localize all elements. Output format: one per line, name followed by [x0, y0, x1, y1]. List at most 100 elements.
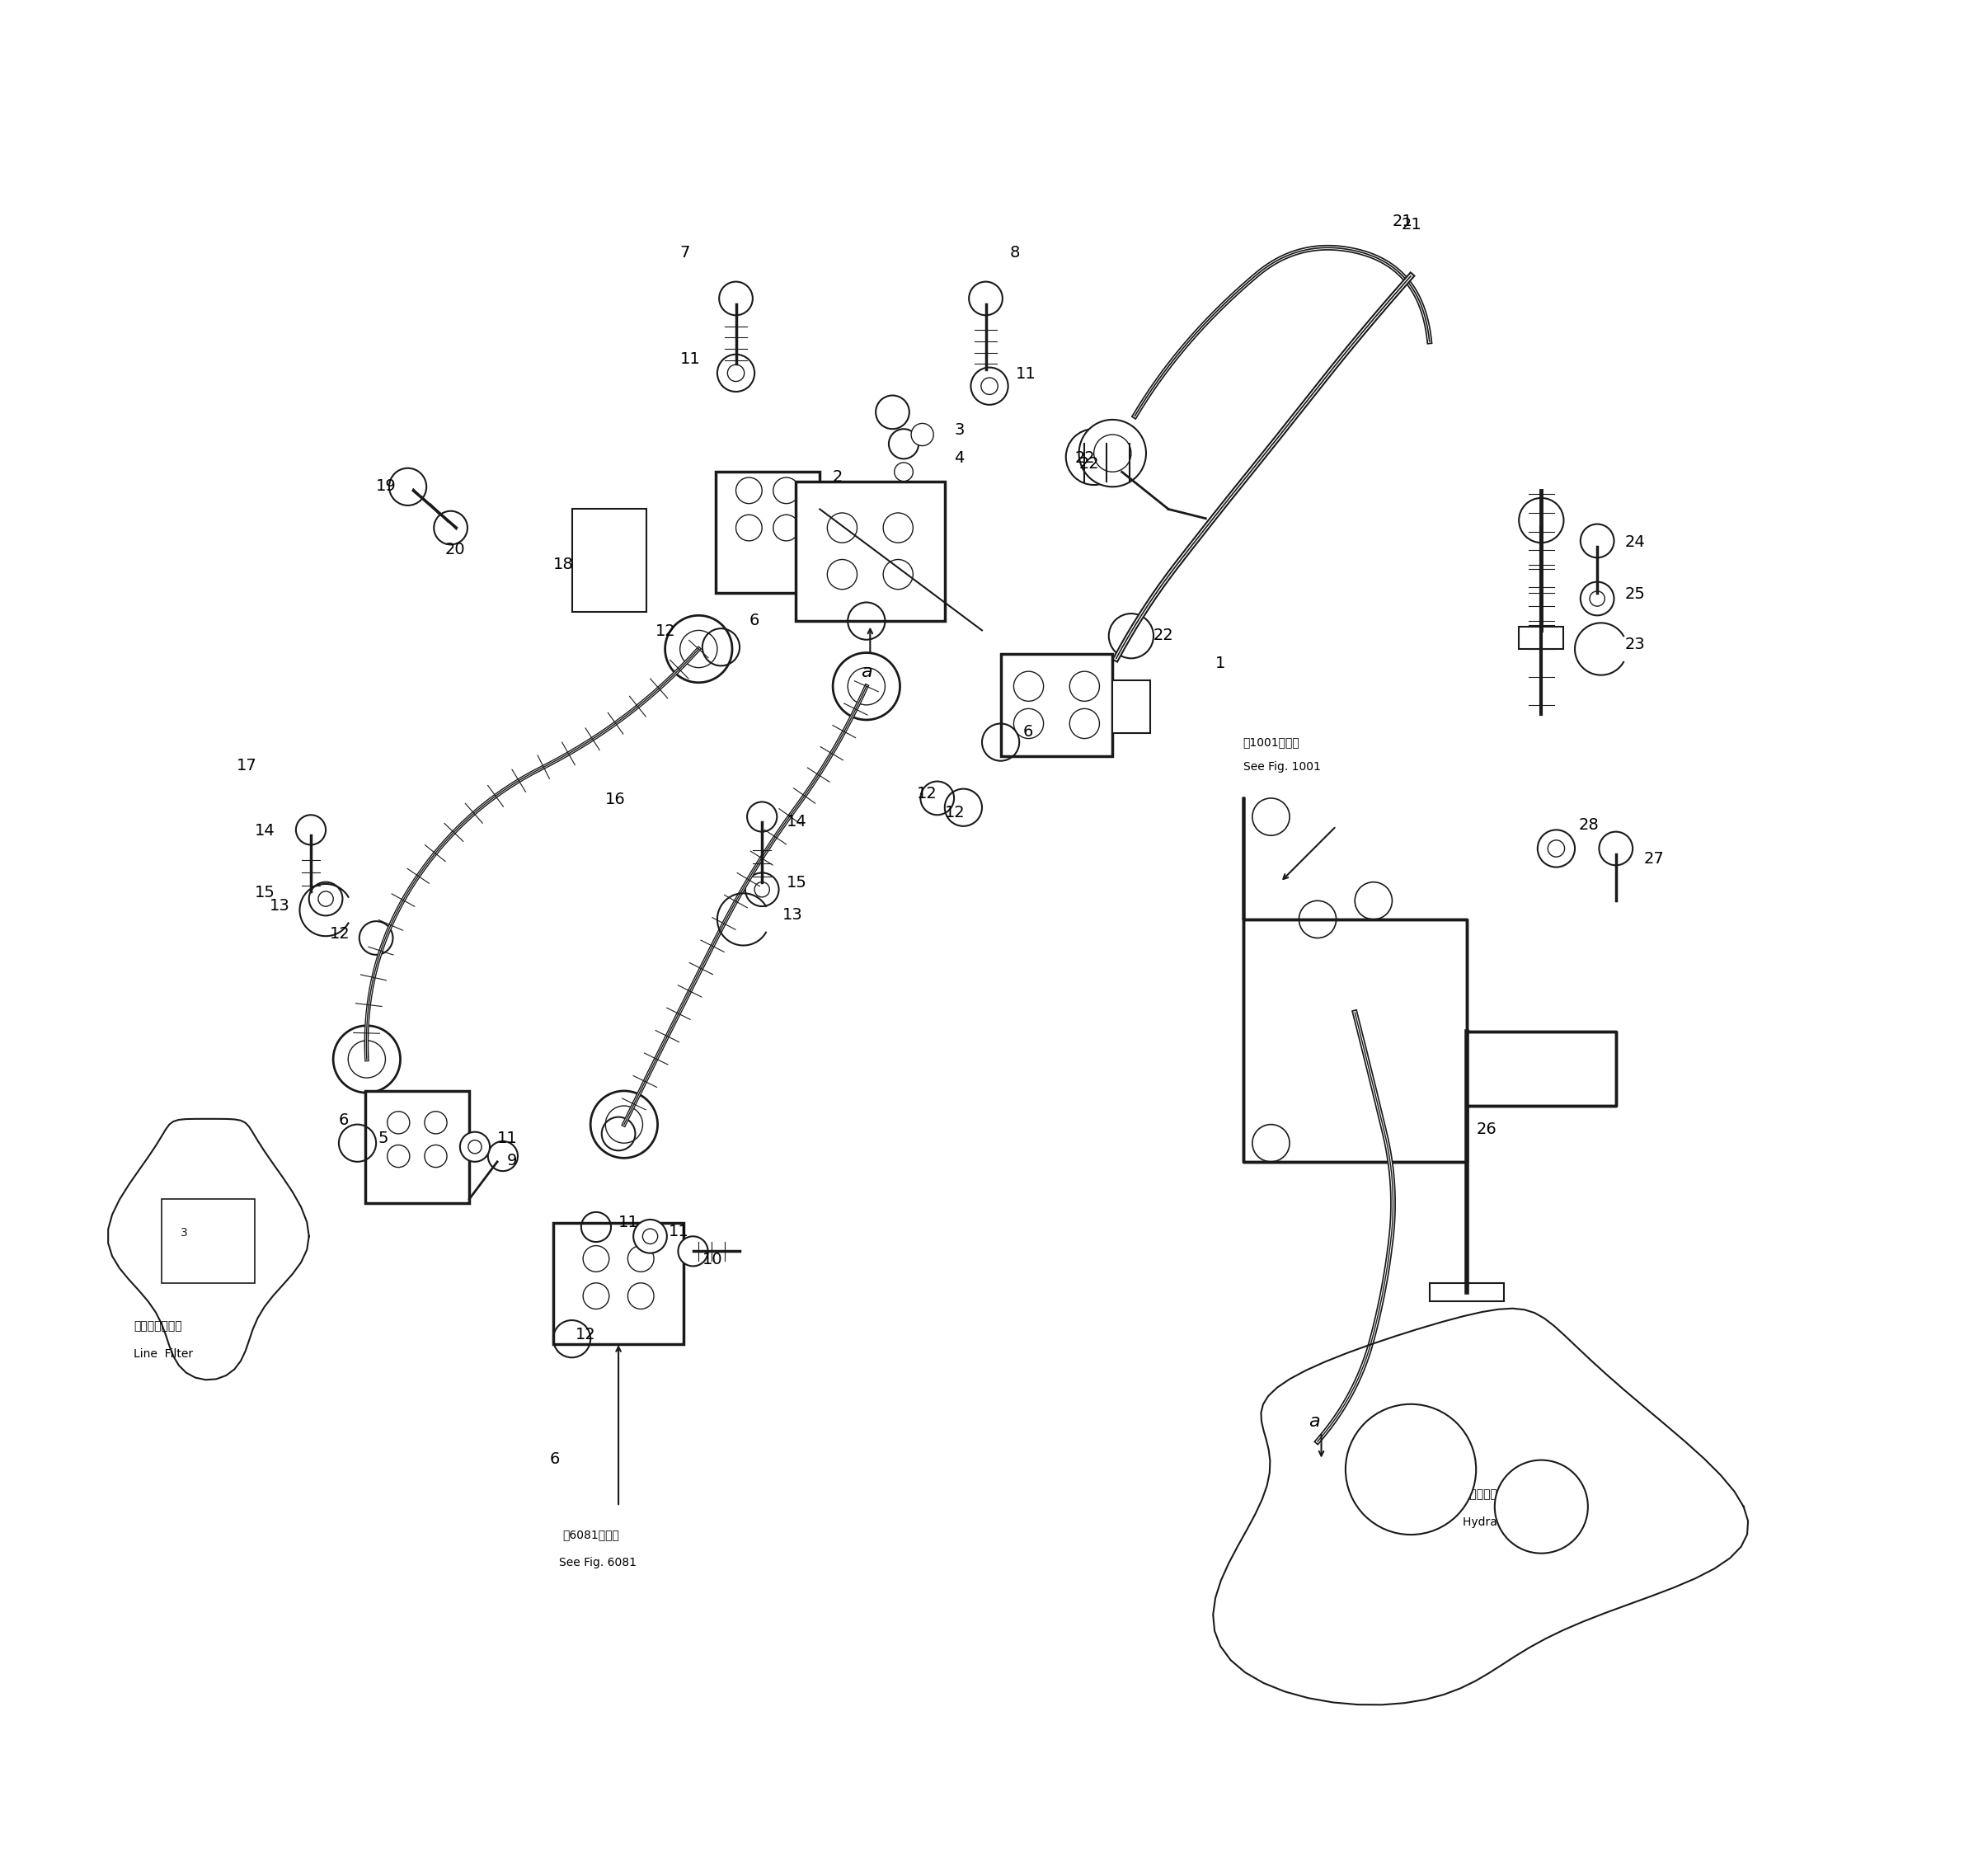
Text: 14: 14: [255, 824, 275, 839]
Circle shape: [754, 882, 770, 897]
Circle shape: [1518, 497, 1563, 542]
Circle shape: [678, 1236, 707, 1266]
Text: 12: 12: [656, 623, 676, 640]
Circle shape: [467, 1141, 481, 1154]
Circle shape: [605, 1105, 642, 1142]
Text: 3: 3: [955, 422, 964, 437]
Text: 13: 13: [269, 897, 291, 914]
Text: ハイドロリックポンプ: ハイドロリックポンプ: [1463, 1488, 1532, 1499]
Text: 22: 22: [1074, 450, 1096, 465]
Text: 6: 6: [550, 1452, 560, 1467]
Circle shape: [642, 1229, 658, 1244]
Text: 21: 21: [1392, 214, 1412, 229]
Circle shape: [318, 891, 334, 906]
Bar: [1112, 681, 1149, 734]
Text: 6: 6: [748, 612, 760, 628]
Text: 20: 20: [446, 542, 465, 557]
Bar: [161, 1199, 255, 1283]
Circle shape: [1110, 613, 1153, 658]
Circle shape: [968, 281, 1002, 315]
Text: 6: 6: [1023, 724, 1033, 739]
Circle shape: [1581, 523, 1614, 557]
Circle shape: [1581, 582, 1614, 615]
Circle shape: [911, 424, 933, 446]
Text: 10: 10: [703, 1251, 723, 1268]
Polygon shape: [1214, 1308, 1748, 1705]
Circle shape: [833, 653, 900, 720]
Text: 22: 22: [1153, 627, 1174, 643]
Polygon shape: [108, 1118, 308, 1381]
Text: 13: 13: [782, 906, 803, 923]
Circle shape: [746, 801, 778, 831]
Text: 2: 2: [833, 469, 843, 484]
Text: Line  Filter: Line Filter: [134, 1349, 192, 1360]
Circle shape: [970, 368, 1008, 405]
Text: 12: 12: [945, 805, 964, 820]
Bar: [554, 1223, 683, 1345]
Circle shape: [1589, 591, 1605, 606]
Text: 21: 21: [1402, 218, 1422, 233]
Text: 5: 5: [377, 1131, 389, 1146]
Circle shape: [717, 355, 754, 392]
Polygon shape: [1243, 797, 1616, 1161]
Circle shape: [297, 814, 326, 844]
Circle shape: [632, 1219, 668, 1253]
Circle shape: [334, 1026, 401, 1092]
Text: 17: 17: [236, 758, 257, 773]
Text: 11: 11: [497, 1131, 518, 1146]
Text: 11: 11: [1015, 366, 1035, 383]
Circle shape: [744, 872, 780, 906]
Circle shape: [727, 364, 744, 381]
Circle shape: [1345, 1403, 1477, 1535]
Circle shape: [1599, 831, 1632, 865]
Text: 11: 11: [680, 351, 701, 368]
Circle shape: [487, 1141, 518, 1171]
Circle shape: [848, 668, 886, 705]
Bar: [572, 508, 646, 612]
Text: 1: 1: [1216, 655, 1226, 672]
Bar: [365, 1090, 469, 1203]
Text: 7: 7: [680, 246, 689, 261]
Text: 11: 11: [619, 1214, 638, 1231]
Circle shape: [1253, 1124, 1290, 1161]
Text: 12: 12: [917, 786, 937, 801]
Text: 第1001図参照: 第1001図参照: [1243, 737, 1300, 749]
Bar: [1430, 1283, 1504, 1302]
Text: 14: 14: [786, 814, 807, 829]
Circle shape: [1013, 709, 1043, 739]
Text: 25: 25: [1624, 587, 1646, 602]
Text: ラインフィルタ: ラインフィルタ: [134, 1321, 183, 1332]
Text: a: a: [860, 664, 872, 681]
Text: 6: 6: [340, 1112, 350, 1127]
Circle shape: [1070, 709, 1100, 739]
Text: 16: 16: [605, 792, 627, 807]
Circle shape: [1066, 430, 1121, 484]
Circle shape: [666, 615, 733, 683]
Bar: [715, 473, 819, 593]
Circle shape: [308, 882, 342, 915]
Text: 3: 3: [181, 1227, 187, 1238]
Text: 第6081図参照: 第6081図参照: [562, 1529, 619, 1540]
Text: 27: 27: [1644, 852, 1664, 867]
Text: 4: 4: [955, 450, 964, 465]
Text: 15: 15: [255, 885, 275, 900]
Text: See Fig. 1001: See Fig. 1001: [1243, 762, 1320, 773]
Circle shape: [1070, 672, 1100, 702]
Circle shape: [591, 1090, 658, 1157]
Circle shape: [1548, 840, 1565, 857]
Text: 26: 26: [1477, 1122, 1497, 1137]
Circle shape: [1495, 1460, 1589, 1553]
Text: 22: 22: [1078, 456, 1100, 471]
Circle shape: [348, 1041, 385, 1079]
Circle shape: [1298, 900, 1336, 938]
Bar: [1518, 627, 1563, 649]
Text: 18: 18: [554, 557, 573, 572]
Bar: [795, 480, 945, 621]
Text: a: a: [1308, 1413, 1320, 1430]
Text: 12: 12: [330, 925, 350, 942]
Text: 12: 12: [575, 1326, 595, 1341]
Text: Hydraulic Pump: Hydraulic Pump: [1463, 1516, 1554, 1527]
Circle shape: [680, 630, 717, 668]
Text: 24: 24: [1624, 535, 1646, 550]
Circle shape: [1538, 829, 1575, 867]
